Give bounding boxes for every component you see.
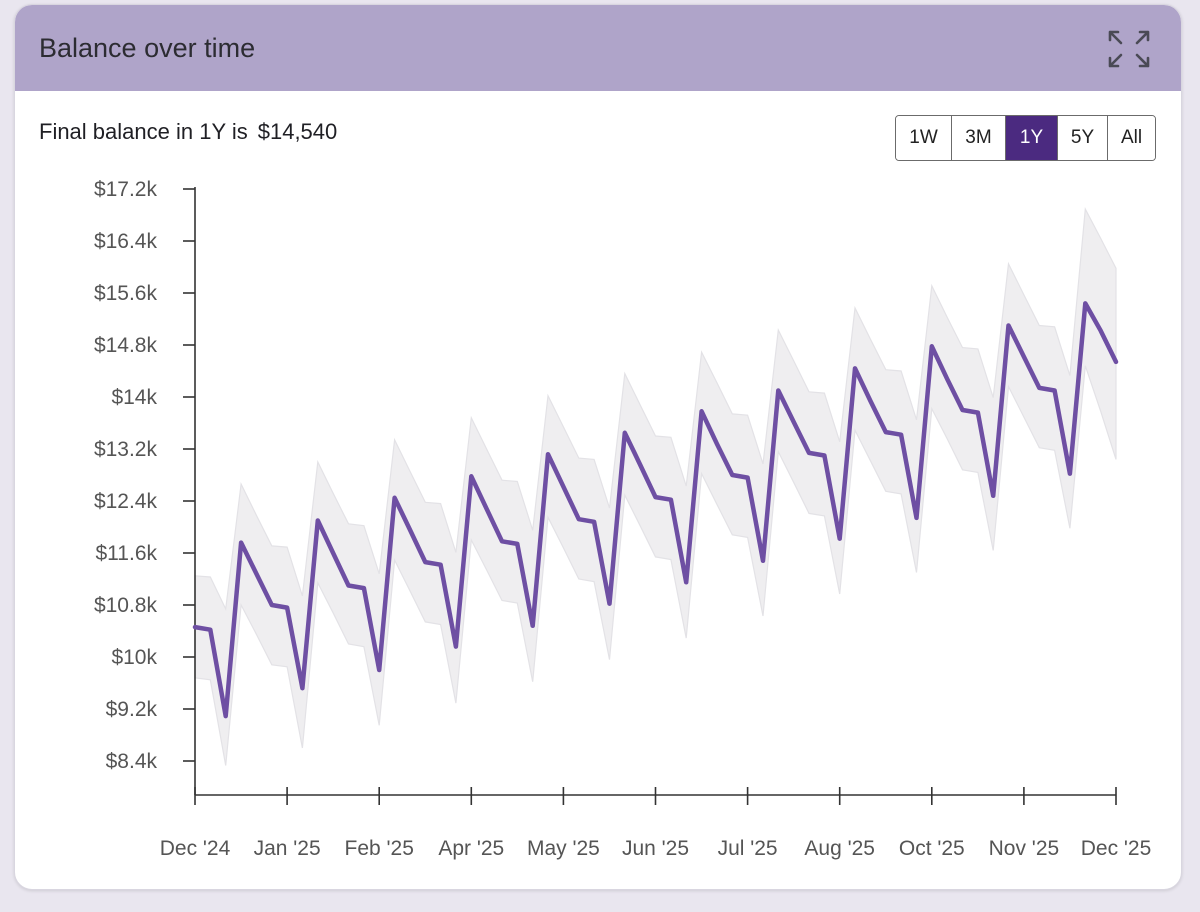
confidence-band xyxy=(194,207,1117,766)
x-tick-label: Dec '24 xyxy=(160,837,231,860)
y-tick-label: $14.8k xyxy=(94,334,158,357)
y-tick-label: $15.6k xyxy=(94,282,158,305)
summary-prefix: Final balance in 1Y is xyxy=(39,119,248,144)
card-title: Balance over time xyxy=(39,33,256,63)
range-button-5y[interactable]: 5Y xyxy=(1057,116,1107,160)
y-tick-label: $17.2k xyxy=(94,178,158,201)
balance-series-line xyxy=(192,301,1119,719)
x-tick-label: May '25 xyxy=(527,837,600,860)
balance-chart-card: Balance over time Final balance in 1Y is… xyxy=(14,4,1182,890)
range-button-1y[interactable]: 1Y xyxy=(1005,116,1057,160)
x-tick-label: Oct '25 xyxy=(899,837,965,860)
x-tick-label: Jun '25 xyxy=(622,837,689,860)
final-balance-summary: Final balance in 1Y is $14,540 xyxy=(39,119,337,145)
y-tick-label: $12.4k xyxy=(94,490,158,513)
expand-arrows-icon xyxy=(1108,30,1150,68)
x-tick-label: Aug '25 xyxy=(804,837,875,860)
y-tick-label: $13.2k xyxy=(94,438,158,461)
y-tick-label: $10.8k xyxy=(94,594,158,617)
y-tick-label: $10k xyxy=(111,646,157,669)
x-tick-label: Jul '25 xyxy=(718,837,778,860)
x-tick-label: Nov '25 xyxy=(989,837,1060,860)
balance-line-chart: $17.2k $16.4k $15.6k $14.8k $14k $13.2k $12.4k… xyxy=(94,178,1152,860)
range-selector: 1W 3M 1Y 5Y All xyxy=(895,115,1156,161)
x-tick-label: Feb '25 xyxy=(345,837,414,860)
expand-icon[interactable] xyxy=(1107,29,1151,69)
x-tick-label: Jan '25 xyxy=(254,837,321,860)
y-tick-label: $8.4k xyxy=(106,750,158,773)
range-button-1w[interactable]: 1W xyxy=(896,116,951,160)
y-tick-label: $14k xyxy=(111,386,157,409)
y-tick-label: $16.4k xyxy=(94,230,158,253)
final-balance-amount: $14,540 xyxy=(257,119,338,144)
card-header: Balance over time xyxy=(15,5,1181,91)
range-button-3m[interactable]: 3M xyxy=(951,116,1005,160)
y-tick-label: $9.2k xyxy=(106,698,158,721)
x-tick-label: Apr '25 xyxy=(438,837,504,860)
x-tick-label: Dec '25 xyxy=(1081,837,1152,860)
y-tick-label: $11.6k xyxy=(96,542,158,565)
range-button-all[interactable]: All xyxy=(1107,116,1155,160)
